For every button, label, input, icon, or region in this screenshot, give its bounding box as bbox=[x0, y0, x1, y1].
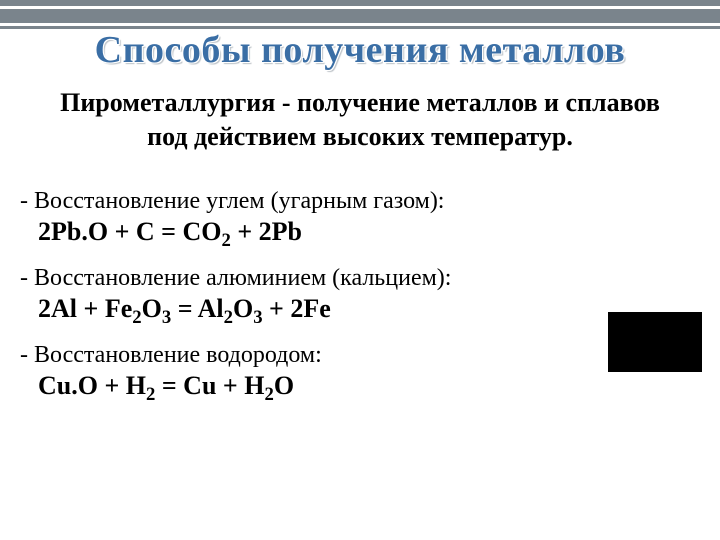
item-label-3: - Восстановление водородом: bbox=[20, 342, 700, 369]
item-formula-3: Cu.O + H2 = Cu + H2O bbox=[38, 371, 700, 401]
content-list: - Восстановление углем (угарным газом): … bbox=[20, 180, 700, 419]
top-decorative-bars bbox=[0, 0, 720, 29]
item-formula-1: 2Pb.O + C = CO2 + 2Pb bbox=[38, 217, 700, 247]
page-title: Способы получения металлов bbox=[0, 28, 720, 72]
item-label-1: - Восстановление углем (угарным газом): bbox=[20, 188, 700, 215]
black-box-placeholder bbox=[608, 312, 702, 372]
page-subtitle: Пирометаллургия - получение металлов и с… bbox=[20, 86, 700, 154]
item-formula-2: 2Al + Fe2O3 = Al2O3 + 2Fe bbox=[38, 294, 700, 324]
bar-thick bbox=[0, 9, 720, 23]
item-label-2: - Восстановление алюминием (кальцием): bbox=[20, 265, 700, 292]
subtitle-line-1: Пирометаллургия - получение металлов и с… bbox=[60, 88, 660, 117]
subtitle-line-2: под действием высоких температур. bbox=[147, 122, 573, 151]
